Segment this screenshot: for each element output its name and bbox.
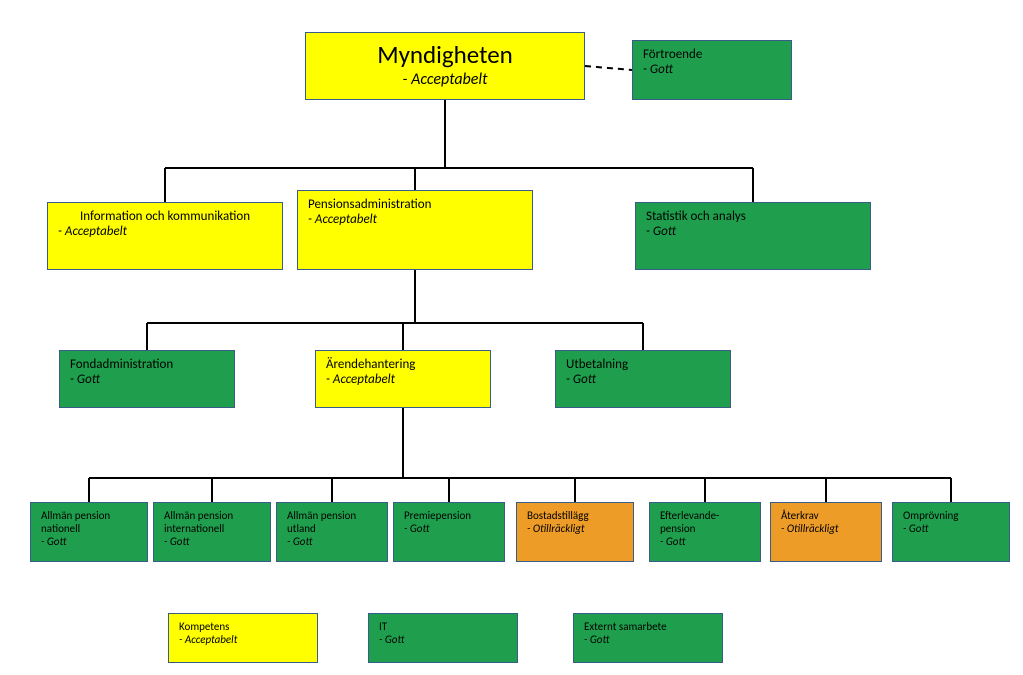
connectors-layer bbox=[0, 0, 1023, 675]
node-it-status: - Gott bbox=[379, 633, 507, 646]
node-premie-status: - Gott bbox=[404, 522, 494, 535]
node-kompetens: Kompetens- Acceptabelt bbox=[168, 613, 318, 663]
node-ap_utl-status: - Gott bbox=[287, 535, 377, 548]
node-fortroende-status: - Gott bbox=[643, 62, 781, 77]
node-bostad-title: Bostadstillägg bbox=[527, 509, 623, 522]
node-info-status: - Acceptabelt bbox=[58, 224, 272, 239]
node-fond-title: Fondadministration bbox=[70, 357, 224, 372]
node-ap_int-status: - Gott bbox=[164, 535, 260, 548]
node-efter-title: Efterlevande-pension bbox=[660, 509, 750, 535]
node-root-status: - Acceptabelt bbox=[316, 70, 574, 89]
node-premie-title: Premiepension bbox=[404, 509, 494, 522]
node-fortroende: Förtroende- Gott bbox=[632, 40, 792, 100]
node-ap_utl: Allmän pension utland- Gott bbox=[276, 502, 388, 562]
node-statistik-status: - Gott bbox=[646, 224, 860, 239]
node-premie: Premiepension- Gott bbox=[393, 502, 505, 562]
node-arende: Ärendehantering- Acceptabelt bbox=[315, 350, 491, 408]
node-utbet-title: Utbetalning bbox=[566, 357, 720, 372]
node-ap_utl-title: Allmän pension utland bbox=[287, 509, 377, 535]
node-externt-status: - Gott bbox=[584, 633, 712, 646]
node-ompr-status: - Gott bbox=[903, 522, 999, 535]
node-ompr: Omprövning- Gott bbox=[892, 502, 1010, 562]
node-externt-title: Externt samarbete bbox=[584, 620, 712, 633]
node-ap_nat-status: - Gott bbox=[41, 535, 137, 548]
node-bostad: Bostadstillägg- Otillräckligt bbox=[516, 502, 634, 562]
node-bostad-status: - Otillräckligt bbox=[527, 522, 623, 535]
diagram-stage: Myndigheten- AcceptabeltFörtroende- Gott… bbox=[0, 0, 1023, 675]
node-kompetens-status: - Acceptabelt bbox=[179, 633, 307, 646]
node-ap_int-title: Allmän pension internationell bbox=[164, 509, 260, 535]
node-pension-status: - Acceptabelt bbox=[308, 212, 522, 227]
node-pension-title: Pensionsadministration bbox=[308, 197, 522, 212]
node-fond: Fondadministration- Gott bbox=[59, 350, 235, 408]
node-aterkrav-title: Återkrav bbox=[781, 509, 871, 522]
node-root: Myndigheten- Acceptabelt bbox=[305, 32, 585, 100]
node-efter-status: - Gott bbox=[660, 535, 750, 548]
node-aterkrav-status: - Otillräckligt bbox=[781, 522, 871, 535]
node-it-title: IT bbox=[379, 620, 507, 633]
node-fortroende-title: Förtroende bbox=[643, 47, 781, 62]
node-pension: Pensionsadministration- Acceptabelt bbox=[297, 190, 533, 270]
node-ompr-title: Omprövning bbox=[903, 509, 999, 522]
node-statistik-title: Statistik och analys bbox=[646, 209, 860, 224]
node-efter: Efterlevande-pension- Gott bbox=[649, 502, 761, 562]
node-arende-status: - Acceptabelt bbox=[326, 372, 480, 387]
node-ap_nat: Allmän pension nationell- Gott bbox=[30, 502, 148, 562]
node-kompetens-title: Kompetens bbox=[179, 620, 307, 633]
node-externt: Externt samarbete- Gott bbox=[573, 613, 723, 663]
node-info-title: Information och kommunikation bbox=[58, 209, 272, 224]
node-arende-title: Ärendehantering bbox=[326, 357, 480, 372]
node-ap_nat-title: Allmän pension nationell bbox=[41, 509, 137, 535]
node-info: Information och kommunikation- Acceptabe… bbox=[47, 202, 283, 270]
node-ap_int: Allmän pension internationell- Gott bbox=[153, 502, 271, 562]
node-statistik: Statistik och analys- Gott bbox=[635, 202, 871, 270]
node-aterkrav: Återkrav- Otillräckligt bbox=[770, 502, 882, 562]
node-utbet: Utbetalning- Gott bbox=[555, 350, 731, 408]
node-root-title: Myndigheten bbox=[316, 39, 574, 70]
node-utbet-status: - Gott bbox=[566, 372, 720, 387]
node-fond-status: - Gott bbox=[70, 372, 224, 387]
node-it: IT- Gott bbox=[368, 613, 518, 663]
